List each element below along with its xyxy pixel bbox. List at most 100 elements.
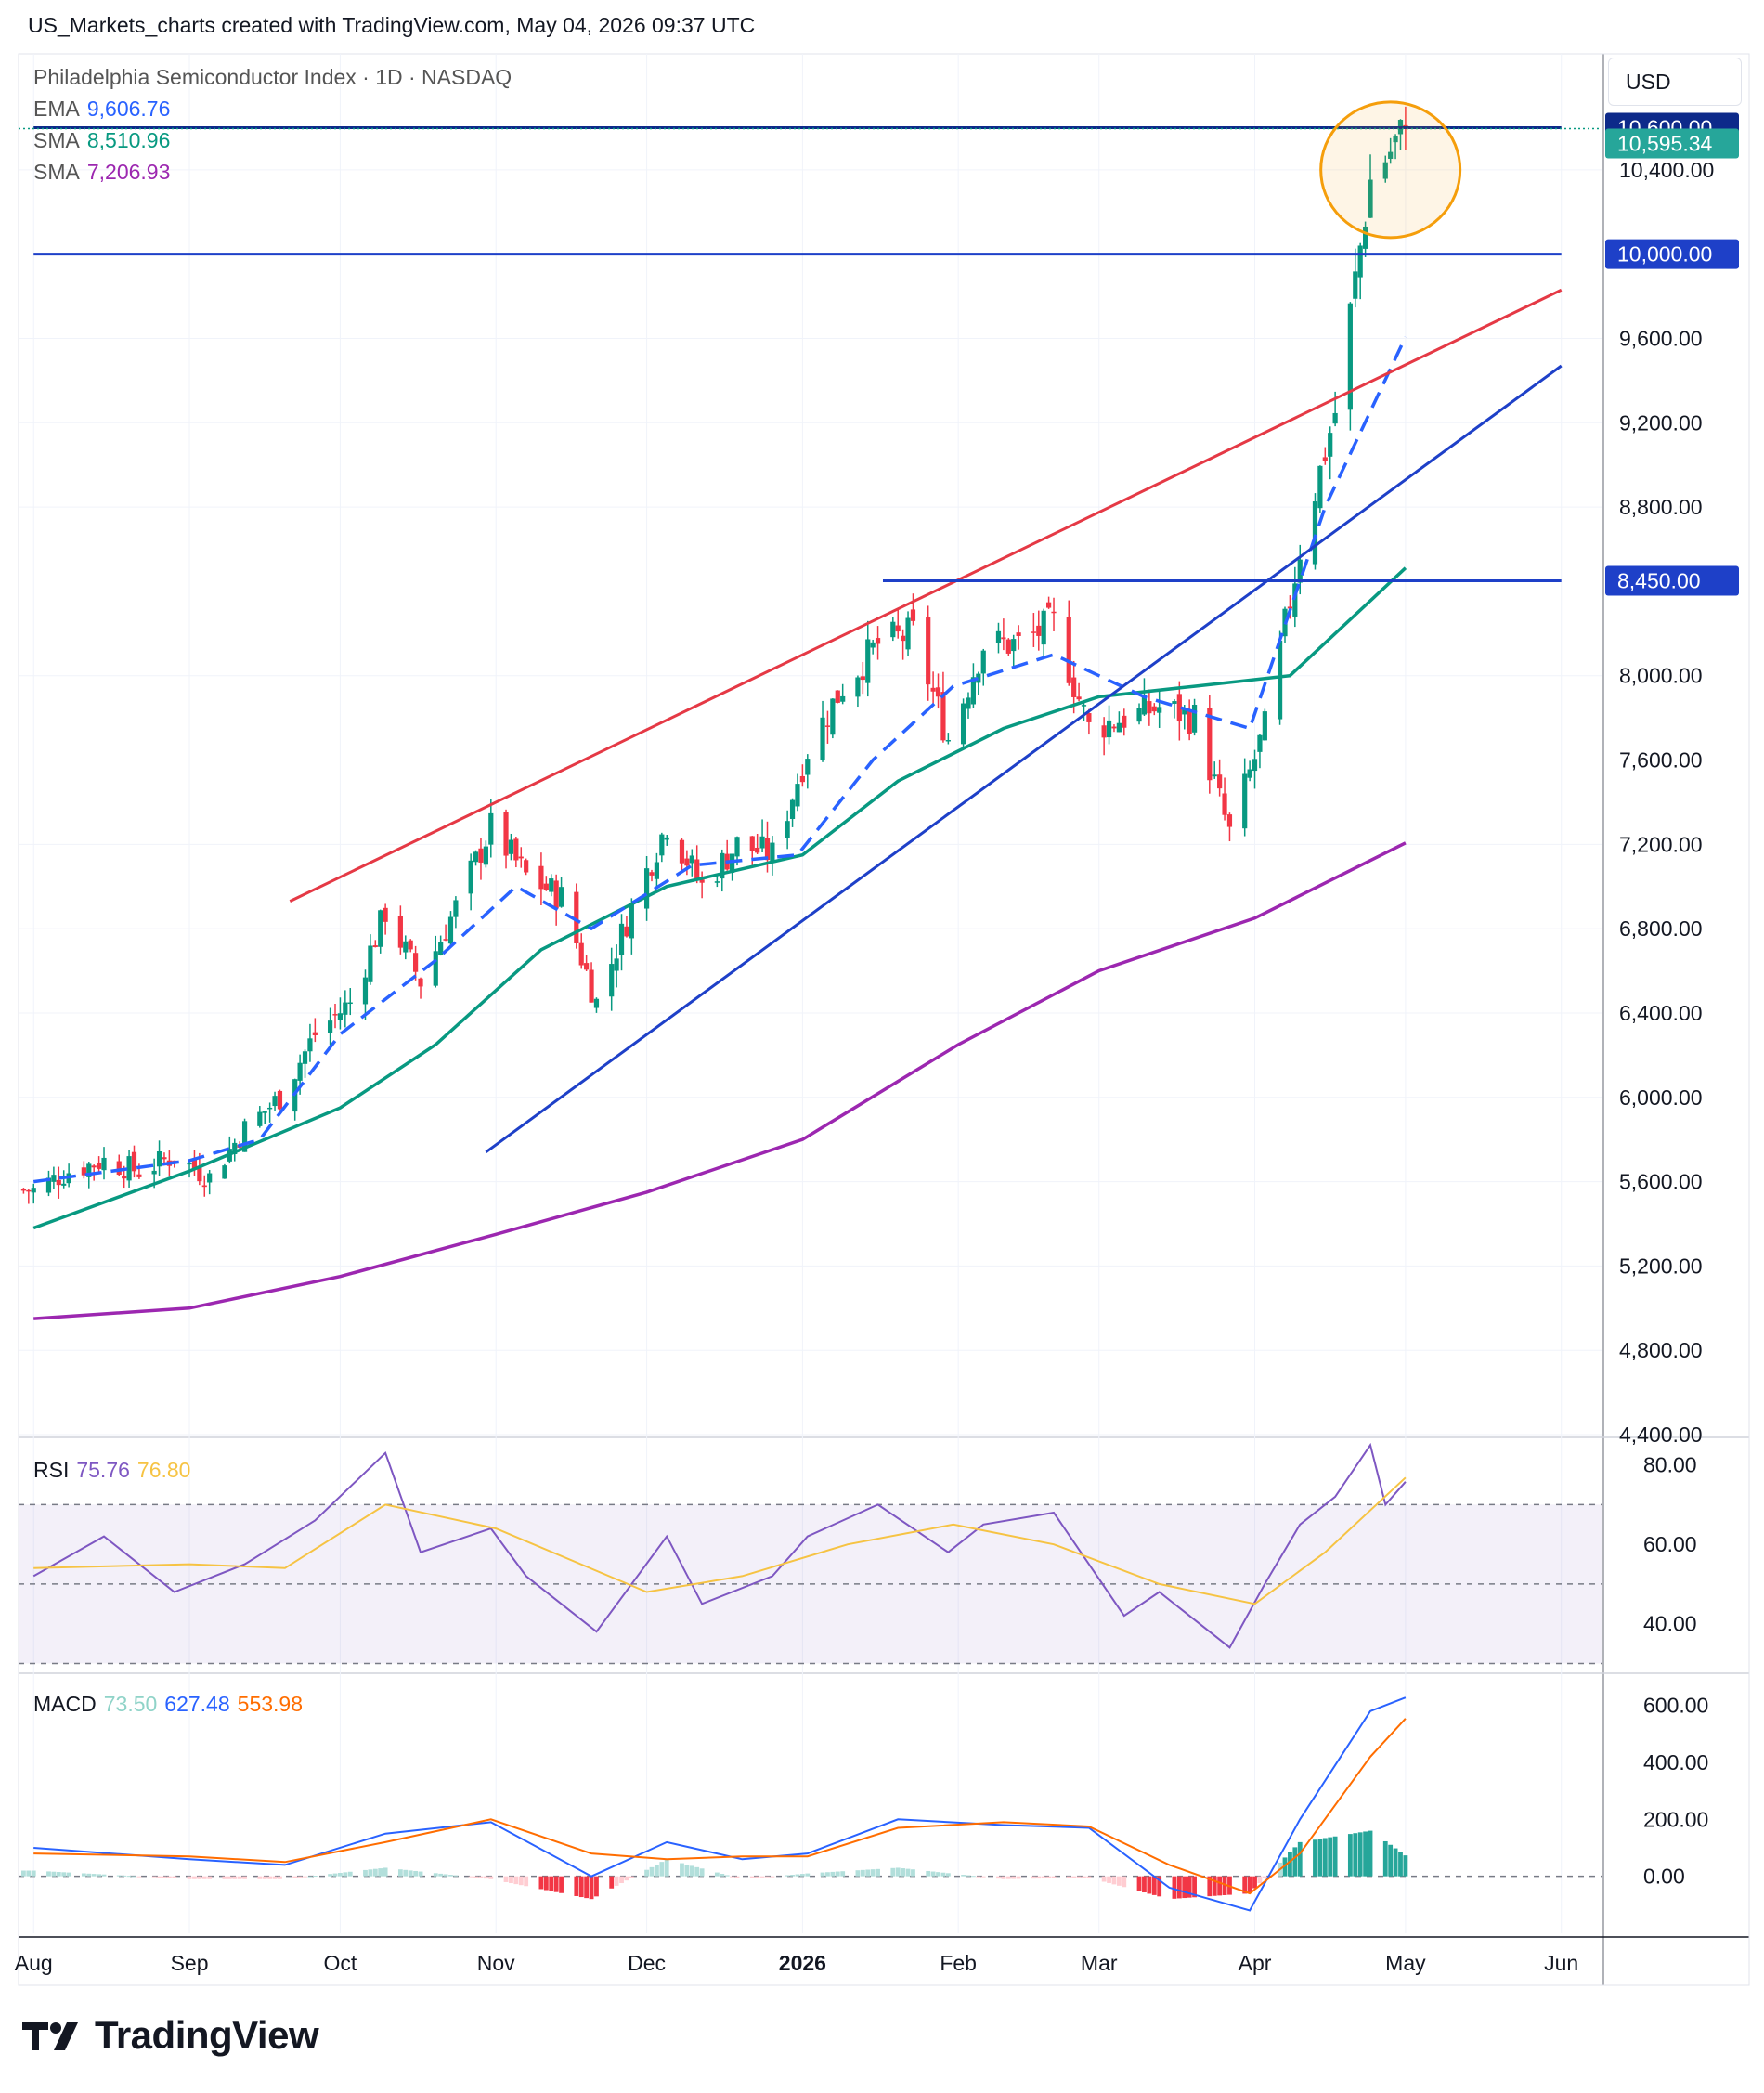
macd-histogram-bar <box>1187 1876 1192 1898</box>
candle-body <box>1357 245 1363 278</box>
candle-body <box>558 887 564 907</box>
macd-histogram-bar <box>347 1871 353 1877</box>
macd-histogram-bar <box>553 1876 559 1892</box>
macd-histogram-bar <box>1066 1876 1071 1878</box>
macd-histogram-bar <box>372 1868 378 1877</box>
currency-button[interactable]: USD <box>1608 58 1742 106</box>
macd-histogram-bar <box>227 1876 232 1879</box>
macd-histogram-bar <box>524 1876 529 1887</box>
macd-histogram-bar <box>755 1876 760 1878</box>
candle-body <box>1086 713 1092 722</box>
tradingview-logo[interactable]: TradingView <box>20 2013 319 2058</box>
candle-body <box>136 1174 142 1177</box>
time-tick-label-3: Nov <box>477 1951 515 1975</box>
candle-body <box>116 1161 122 1176</box>
sma2-value: 7,206.93 <box>86 160 171 184</box>
candle-body <box>443 939 448 941</box>
macd-histogram-bar <box>338 1872 343 1877</box>
macd-histogram-bar <box>126 1876 132 1878</box>
symbol-legend[interactable]: Philadelphia Semiconductor Index · 1D · … <box>33 65 519 90</box>
macd-histogram-bar <box>1317 1839 1323 1877</box>
macd-histogram-bar <box>734 1876 740 1878</box>
sma2-legend[interactable]: SMA 7,206.93 <box>33 160 177 185</box>
candle-body <box>649 872 655 876</box>
candle-body <box>1242 774 1248 829</box>
candle-body <box>397 916 403 948</box>
candle-body <box>1252 759 1258 772</box>
candle-body <box>86 1164 92 1177</box>
candle-body <box>785 821 790 838</box>
candle-body <box>789 800 796 820</box>
price-tick-label-9: 6,000.00 <box>1619 1086 1703 1110</box>
macd-histogram-bar <box>1086 1876 1092 1878</box>
macd-histogram-bar <box>1328 1837 1333 1877</box>
candle-body <box>865 639 871 683</box>
price-tick-label-1: 9,600.00 <box>1619 326 1703 350</box>
candle-body <box>1222 793 1227 815</box>
time-tick-label-2: Oct <box>324 1951 357 1975</box>
candle-body <box>1176 694 1182 722</box>
macd-histogram-bar <box>257 1876 263 1879</box>
candle-body <box>1136 708 1142 722</box>
candle-body <box>890 621 896 638</box>
macd-histogram-bar <box>207 1876 213 1879</box>
candle-body <box>513 838 519 861</box>
macd-histogram-bar <box>664 1859 669 1877</box>
macd-histogram-bar <box>1192 1876 1197 1898</box>
candle-body <box>1363 226 1368 249</box>
candle-body <box>1066 617 1071 683</box>
candle-body <box>995 630 1002 644</box>
candle-body <box>1101 725 1107 738</box>
candles-group <box>20 106 1408 1204</box>
candle-body <box>1111 726 1117 729</box>
candle-body <box>408 940 413 950</box>
macd-histogram-bar <box>1101 1876 1107 1882</box>
rsi-tick-label-2: 40.00 <box>1643 1612 1697 1636</box>
candle-body <box>277 1090 283 1110</box>
macd-legend[interactable]: MACD 73.50 627.48 553.98 <box>33 1692 310 1717</box>
candle-body <box>347 1002 353 1005</box>
macd-histogram-bar <box>966 1875 971 1877</box>
macd-histogram-bar <box>835 1871 840 1877</box>
rsi-legend[interactable]: RSI 75.76 76.80 <box>33 1458 198 1483</box>
macd-histogram-bar <box>901 1868 906 1877</box>
macd-histogram-bar <box>930 1871 936 1877</box>
sma1-legend[interactable]: SMA 8,510.96 <box>33 128 177 153</box>
macd-histogram-bar <box>785 1875 790 1877</box>
macd-histogram-bar <box>1111 1876 1117 1885</box>
macd-histogram-bar <box>659 1862 665 1877</box>
sma1-label: SMA <box>33 128 80 152</box>
candle-body <box>755 847 760 853</box>
macd-histogram-bar <box>1151 1876 1157 1895</box>
macd-histogram-bar <box>1122 1876 1127 1888</box>
candle-body <box>1071 677 1077 697</box>
macd-histogram-bar <box>790 1875 795 1877</box>
macd-histogram-bar <box>413 1870 419 1877</box>
macd-histogram-bar <box>242 1876 247 1879</box>
candle-body <box>1041 610 1046 645</box>
price-tick-label-2: 9,200.00 <box>1619 410 1703 435</box>
macd-histogram-bar <box>81 1873 86 1877</box>
ema-legend[interactable]: EMA 9,606.76 <box>33 97 177 122</box>
macd-histogram-bar <box>443 1874 448 1877</box>
candle-body <box>980 650 986 674</box>
candle-body <box>418 978 423 987</box>
candle-body <box>1382 162 1388 179</box>
macd-histogram-bar <box>267 1876 273 1879</box>
candle-body <box>1353 271 1358 299</box>
price-tick-label-12: 4,800.00 <box>1619 1338 1703 1362</box>
macd-histogram-bar <box>749 1876 755 1878</box>
rsi-label: RSI <box>33 1458 70 1482</box>
candle-body <box>197 1165 202 1182</box>
macd-histogram-bar <box>1353 1833 1358 1877</box>
macd-histogram-bar <box>1347 1834 1353 1877</box>
time-tick-label-5: 2026 <box>779 1951 826 1975</box>
candle-body <box>518 856 524 859</box>
macd-value: 627.48 <box>164 1692 230 1716</box>
macd-histogram-bar <box>192 1876 197 1879</box>
candle-body <box>574 891 579 943</box>
candle-body <box>327 1020 333 1034</box>
candle-body <box>101 1157 107 1171</box>
macd-histogram-bar <box>1005 1876 1011 1879</box>
